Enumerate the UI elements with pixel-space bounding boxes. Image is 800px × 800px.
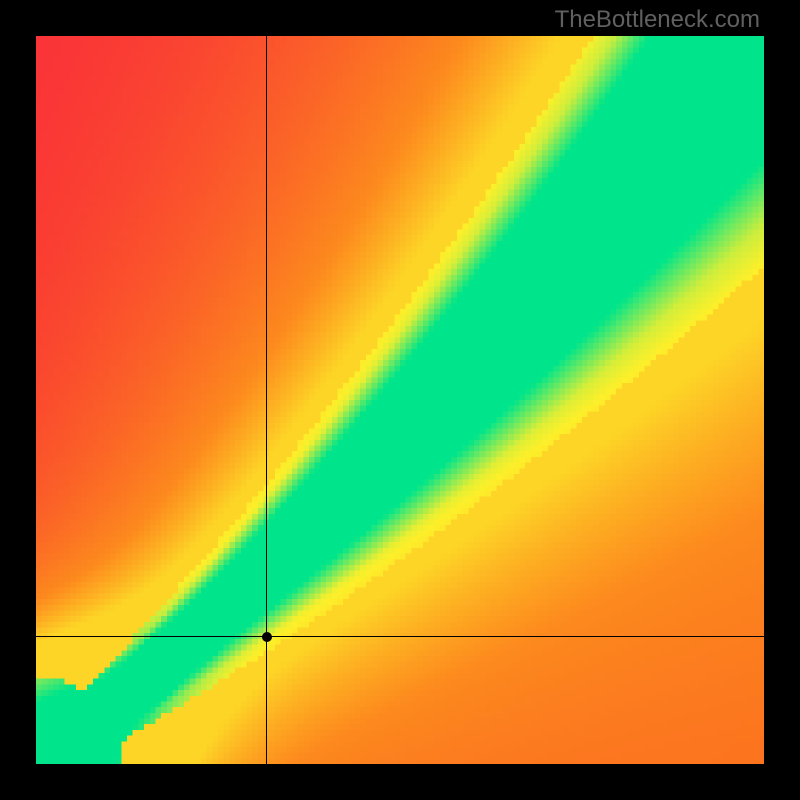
chart-container: { "image_size": { "width": 800, "height"… [0,0,800,800]
crosshair-vertical [266,36,267,764]
crosshair-horizontal [36,636,764,637]
bottleneck-heatmap [36,36,764,764]
crosshair-marker [262,632,272,642]
watermark-text: TheBottleneck.com [555,6,760,34]
